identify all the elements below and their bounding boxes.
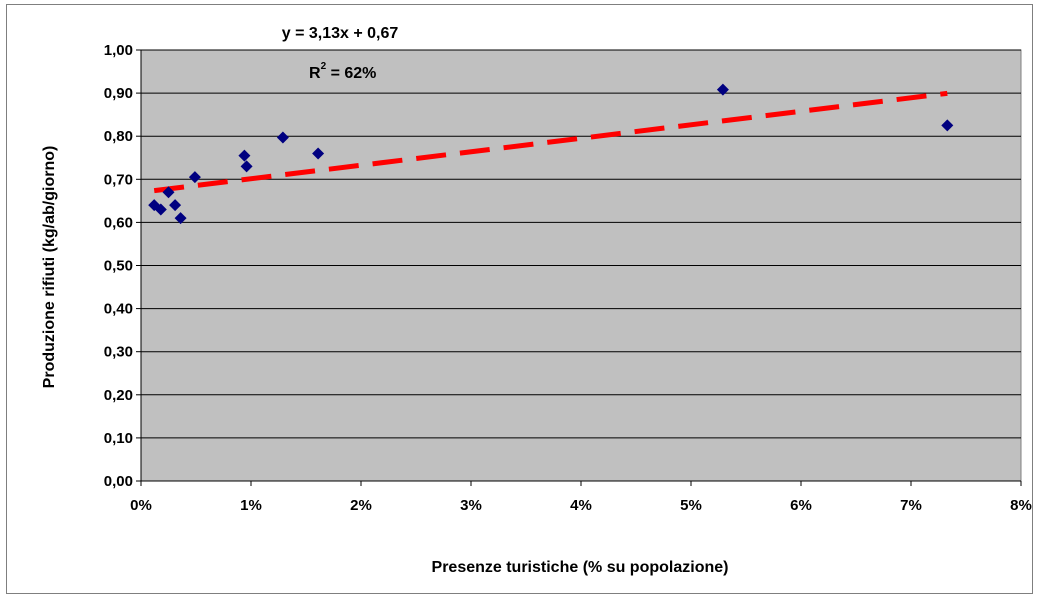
trendline [153,90,948,194]
x-tick-label: 2% [350,497,372,514]
data-point [941,119,954,132]
data-point [716,83,729,96]
r-squared-exponent: 2 [321,61,327,72]
tick-labels: 0,00 0,10 0,20 0,30 0,40 0,50 0,60 0,70 0,80 0,90… [104,42,1032,514]
x-tick-label: 8% [1010,497,1032,514]
data-point [169,199,182,212]
x-tick-label: 4% [570,497,592,514]
r-squared-value: = 62% [326,65,376,82]
y-tick-label: 0,40 [104,301,133,318]
data-point [238,149,251,162]
x-axis-title: Presenze turistiche (% su popolazione) [432,559,729,576]
data-point [154,203,167,216]
x-tick-label: 7% [900,497,922,514]
data-point [162,186,175,199]
r-squared-prefix: R [309,65,321,82]
y-tick-label: 0,80 [104,128,133,145]
axes [136,49,1022,486]
data-point [276,131,289,144]
y-tick-label: 0,50 [104,258,133,275]
x-tick-label: 1% [240,497,262,514]
y-tick-label: 0,60 [104,214,133,231]
r-squared-label: R2 = 62% [309,61,376,82]
y-tick-label: 0,30 [104,344,133,361]
y-tick-label: 0,70 [104,171,133,188]
data-point [174,212,187,225]
y-tick-label: 0,20 [104,387,133,404]
x-tick-label: 6% [790,497,812,514]
grid-lines [141,49,1021,439]
y-tick-label: 0,10 [104,430,133,447]
y-tick-label: 1,00 [104,42,133,59]
y-axis-title: Produzione rifiuti (kg/ab/giorno) [41,146,58,389]
data-point [188,171,201,184]
x-tick-label: 3% [460,497,482,514]
y-tick-label: 0,90 [104,85,133,102]
data-points [148,83,954,225]
x-tick-label: 5% [680,497,702,514]
data-point [240,160,253,173]
y-tick-label: 0,00 [104,473,133,490]
x-tick-label: 0% [130,497,152,514]
data-point [312,147,325,160]
trendline-layer [153,90,948,194]
trendline-equation: y = 3,13x + 0,67 [282,25,399,42]
